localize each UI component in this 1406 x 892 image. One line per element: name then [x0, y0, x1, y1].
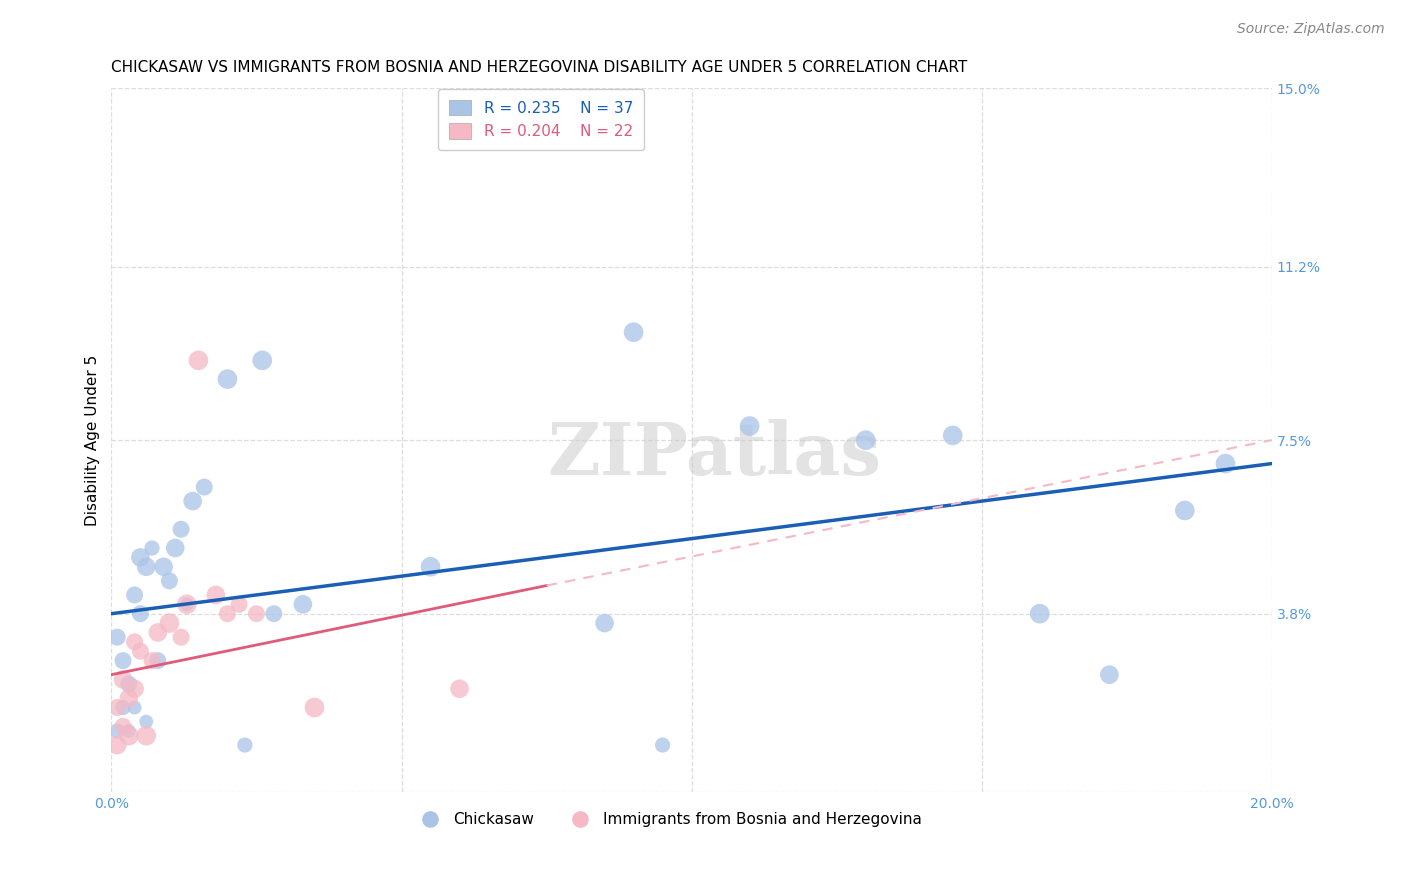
Point: [105, 738, 128, 752]
Point: [193, 480, 215, 494]
Point: [651, 738, 673, 752]
Point: [159, 574, 181, 588]
Point: [855, 433, 877, 447]
Point: [129, 607, 152, 621]
Point: [449, 681, 471, 696]
Point: [152, 559, 174, 574]
Legend: Chickasaw, Immigrants from Bosnia and Herzegovina: Chickasaw, Immigrants from Bosnia and He…: [409, 806, 928, 834]
Point: [124, 681, 146, 696]
Point: [176, 597, 198, 611]
Point: [228, 597, 250, 611]
Point: [124, 635, 146, 649]
Point: [105, 723, 128, 738]
Point: [304, 700, 326, 714]
Point: [124, 700, 146, 714]
Point: [165, 541, 187, 555]
Text: CHICKASAW VS IMMIGRANTS FROM BOSNIA AND HERZEGOVINA DISABILITY AGE UNDER 5 CORRE: CHICKASAW VS IMMIGRANTS FROM BOSNIA AND …: [111, 60, 967, 75]
Point: [942, 428, 965, 442]
Point: [146, 654, 169, 668]
Point: [170, 522, 193, 536]
Text: Source: ZipAtlas.com: Source: ZipAtlas.com: [1237, 22, 1385, 37]
Point: [187, 353, 209, 368]
Point: [245, 607, 267, 621]
Point: [105, 700, 128, 714]
Point: [181, 494, 204, 508]
Point: [593, 616, 616, 631]
Point: [1029, 607, 1052, 621]
Point: [217, 607, 239, 621]
Point: [105, 630, 128, 644]
Point: [233, 738, 256, 752]
Point: [135, 714, 157, 729]
Point: [135, 559, 157, 574]
Point: [135, 729, 157, 743]
Point: [176, 597, 198, 611]
Point: [291, 597, 314, 611]
Point: [419, 559, 441, 574]
Point: [1215, 457, 1237, 471]
Point: [217, 372, 239, 386]
Point: [1174, 503, 1197, 517]
Point: [124, 588, 146, 602]
Point: [205, 588, 228, 602]
Point: [263, 607, 285, 621]
Point: [159, 616, 181, 631]
Point: [129, 550, 152, 565]
Point: [623, 325, 645, 339]
Point: [118, 691, 141, 706]
Point: [252, 353, 274, 368]
Point: [118, 723, 141, 738]
Point: [738, 419, 761, 434]
Point: [141, 654, 163, 668]
Point: [111, 700, 134, 714]
Point: [111, 673, 134, 687]
Point: [141, 541, 163, 555]
Point: [118, 677, 141, 691]
Point: [129, 644, 152, 658]
Point: [170, 630, 193, 644]
Point: [146, 625, 169, 640]
Text: ZIPatlas: ZIPatlas: [548, 418, 882, 490]
Point: [111, 719, 134, 733]
Point: [111, 654, 134, 668]
Y-axis label: Disability Age Under 5: Disability Age Under 5: [86, 354, 100, 525]
Point: [1098, 667, 1121, 681]
Point: [118, 729, 141, 743]
